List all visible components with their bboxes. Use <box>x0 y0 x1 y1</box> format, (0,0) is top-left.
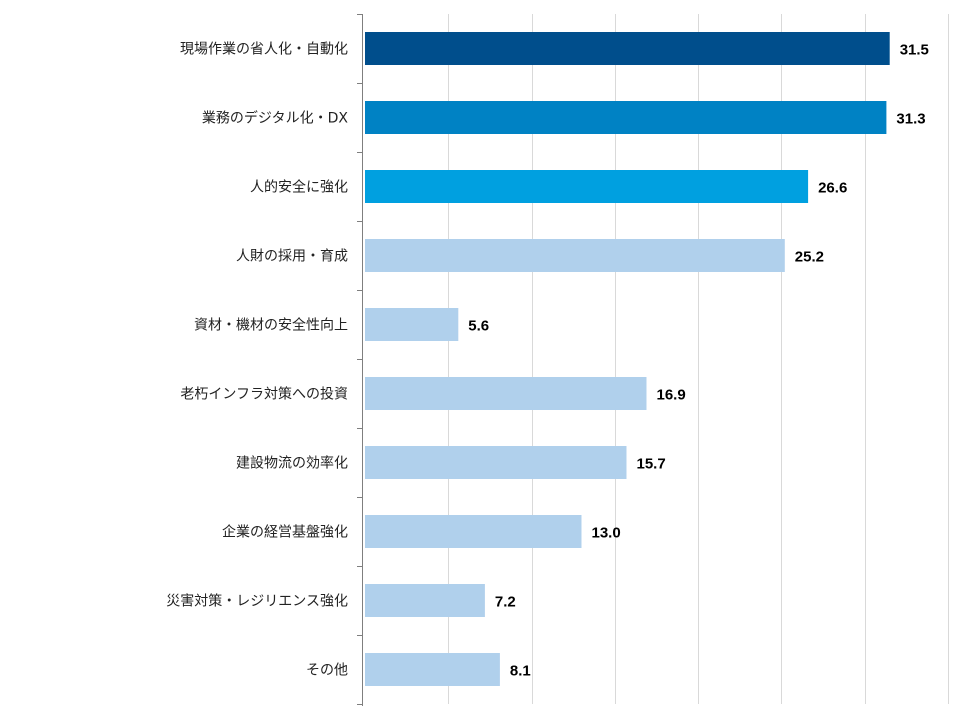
value-label: 13.0 <box>592 525 621 542</box>
category-label: 企業の経営基盤強化 <box>222 524 348 541</box>
value-label: 16.9 <box>657 387 686 404</box>
labels: 現場作業の省人化・自動化 31.5 業務のデジタル化・DX 31.3 人的安全に強化 26… <box>166 42 929 680</box>
category-label: 人的安全に強化 <box>250 179 348 196</box>
bar <box>365 515 582 548</box>
category-label: その他 <box>306 663 348 679</box>
value-label: 31.3 <box>896 111 925 128</box>
value-label: 7.2 <box>495 594 516 611</box>
category-axis <box>357 14 363 706</box>
bar <box>365 377 647 410</box>
bar <box>365 653 500 686</box>
category-label: 建設物流の効率化 <box>236 455 348 472</box>
category-label: 現場作業の省人化・自動化 <box>180 42 348 58</box>
bar <box>365 239 785 272</box>
bar <box>365 446 627 479</box>
bar <box>365 101 887 134</box>
value-label: 15.7 <box>637 456 666 473</box>
bar <box>365 170 809 203</box>
category-label: 人財の採用・育成 <box>236 249 348 265</box>
bars <box>365 32 890 686</box>
category-label: 老朽インフラ対策への投資 <box>180 386 348 403</box>
category-label: 災害対策・レジリエンス強化 <box>166 593 348 610</box>
bar <box>365 308 459 341</box>
bar <box>365 32 890 65</box>
bar <box>365 584 485 617</box>
category-label: 資材・機材の安全性向上 <box>194 317 348 334</box>
value-label: 5.6 <box>468 318 489 335</box>
value-label: 26.6 <box>818 180 847 197</box>
category-label: 業務のデジタル化・DX <box>202 110 348 127</box>
value-label: 25.2 <box>795 249 824 266</box>
value-label: 31.5 <box>900 42 929 59</box>
value-label: 8.1 <box>510 663 531 680</box>
